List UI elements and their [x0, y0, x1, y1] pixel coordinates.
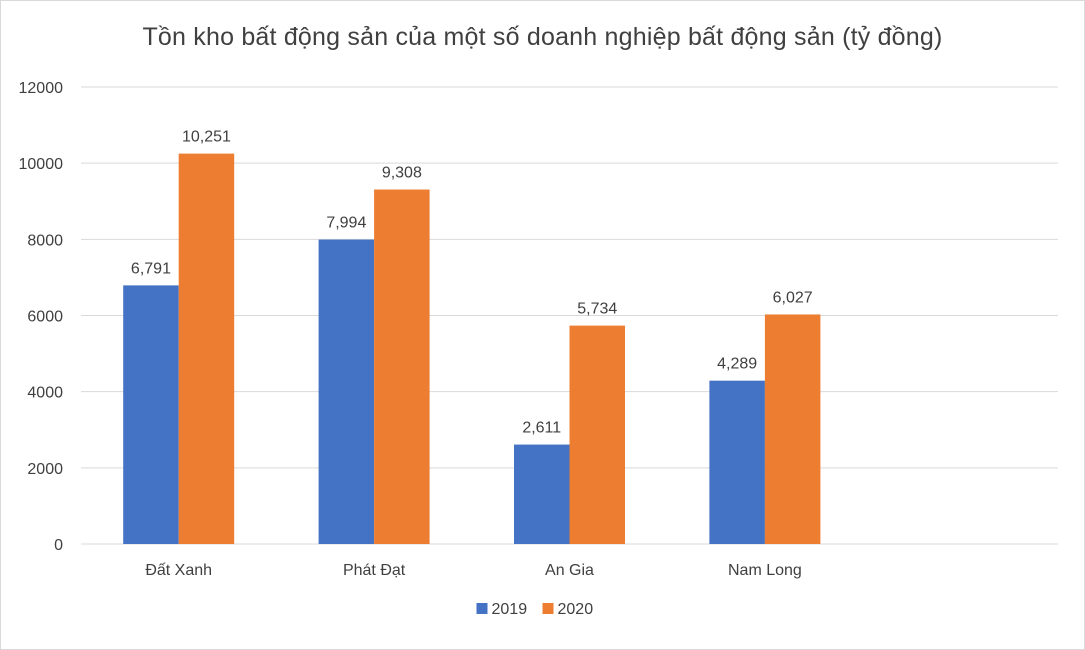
data-label: 9,308	[382, 165, 422, 182]
bar-2019	[514, 444, 570, 544]
y-tick-label: 10000	[19, 156, 64, 173]
legend-swatch-2020	[542, 603, 554, 614]
y-tick-label: 12000	[19, 80, 64, 97]
data-label: 5,734	[577, 301, 617, 318]
bar-2020	[178, 153, 235, 544]
bar-2020	[374, 189, 430, 545]
y-tick-label: 0	[54, 537, 63, 554]
bar-2020	[764, 314, 821, 544]
x-category-label: Nam Long	[728, 562, 802, 579]
x-category-label: An Gia	[545, 562, 594, 579]
data-label: 4,289	[717, 356, 757, 373]
legend-label-2019: 2019	[492, 601, 528, 618]
bar-2020	[569, 325, 625, 544]
legend-label-2020: 2020	[558, 601, 594, 618]
x-category-label: Phát Đạt	[343, 562, 406, 579]
bar-2019	[123, 285, 179, 544]
bar-2019	[318, 239, 375, 544]
y-tick-label: 8000	[27, 232, 63, 249]
data-label: 10,251	[182, 129, 231, 146]
data-label: 2,611	[522, 420, 561, 437]
data-label: 7,994	[326, 215, 366, 232]
x-category-label: Đất Xanh	[145, 562, 212, 579]
y-tick-label: 2000	[27, 461, 63, 478]
legend-swatch-2019	[476, 603, 488, 614]
y-tick-label: 4000	[27, 385, 63, 402]
data-label: 6,791	[131, 260, 171, 277]
y-tick-label: 6000	[27, 309, 63, 326]
data-label: 6,027	[773, 289, 813, 306]
bar-2019	[709, 380, 765, 544]
chart-title: Tồn kho bất động sản của một số doanh ng…	[142, 23, 943, 51]
